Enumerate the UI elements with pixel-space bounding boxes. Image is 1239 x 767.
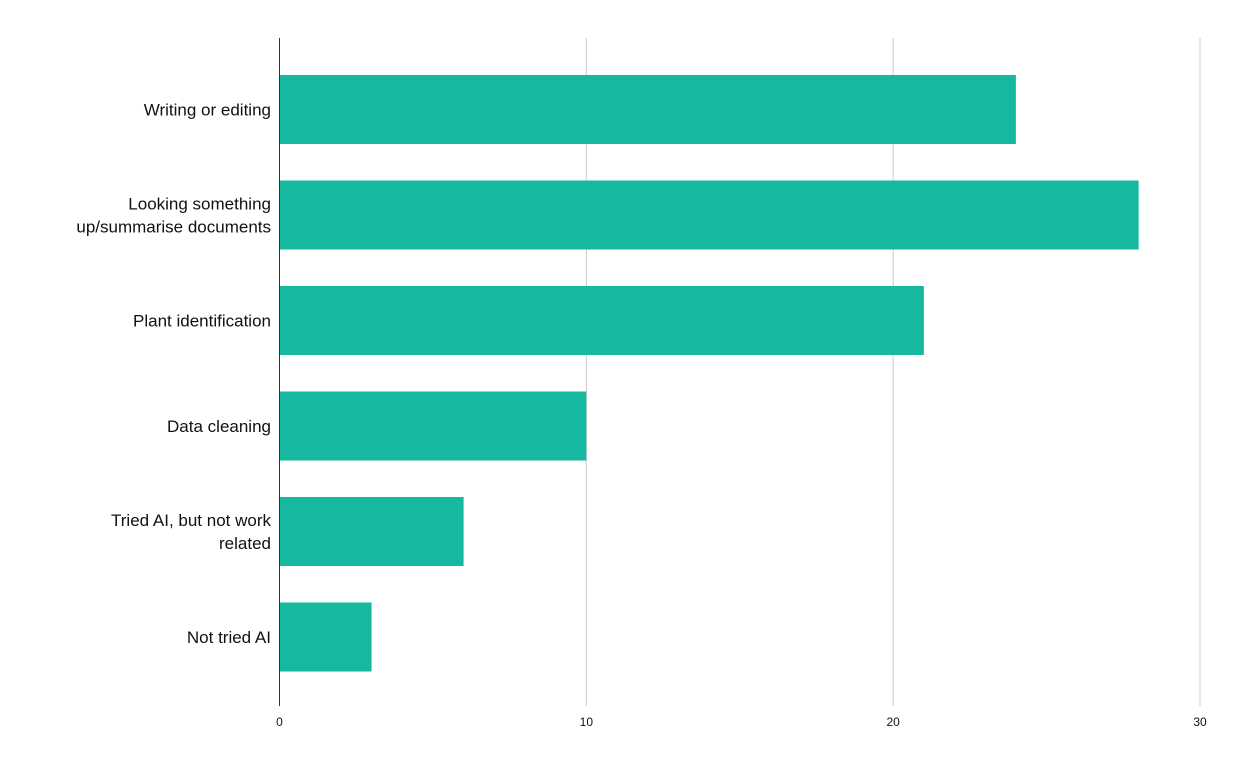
category-label-line: Tried AI, but not work — [111, 511, 271, 530]
category-label-line: Plant identification — [133, 312, 271, 331]
category-label-line: Not tried AI — [187, 628, 271, 647]
tick-label-20: 20 — [886, 715, 900, 729]
category-label-4: Tried AI, but not work related — [111, 511, 271, 553]
gridlines — [585, 38, 1201, 706]
x-axis-ticks: 0 10 20 30 — [276, 715, 1207, 729]
category-label-3: Data cleaning — [167, 417, 271, 436]
category-label-line: up/summarise documents — [76, 218, 271, 237]
category-label-line: Data cleaning — [167, 417, 271, 436]
bar-0 — [279, 75, 1016, 144]
tick-label-30: 30 — [1193, 715, 1207, 729]
category-label-line: Looking something — [128, 195, 271, 214]
category-label-line: Writing or editing — [144, 101, 271, 120]
category-labels: Writing or editing Looking something up/su… — [76, 101, 271, 648]
tick-label-0: 0 — [276, 715, 283, 729]
bars — [279, 75, 1139, 672]
bar-4 — [279, 497, 464, 566]
category-label-0: Writing or editing — [144, 101, 271, 120]
category-label-line: related — [219, 534, 271, 553]
bar-2 — [279, 286, 924, 355]
category-label-1: Looking something up/summarise documents — [76, 195, 271, 237]
category-label-5: Not tried AI — [187, 628, 271, 647]
bar-3 — [279, 391, 587, 461]
bar-1 — [279, 180, 1139, 250]
category-label-2: Plant identification — [133, 312, 271, 331]
bar-5 — [279, 602, 372, 672]
tick-label-10: 10 — [580, 715, 594, 729]
